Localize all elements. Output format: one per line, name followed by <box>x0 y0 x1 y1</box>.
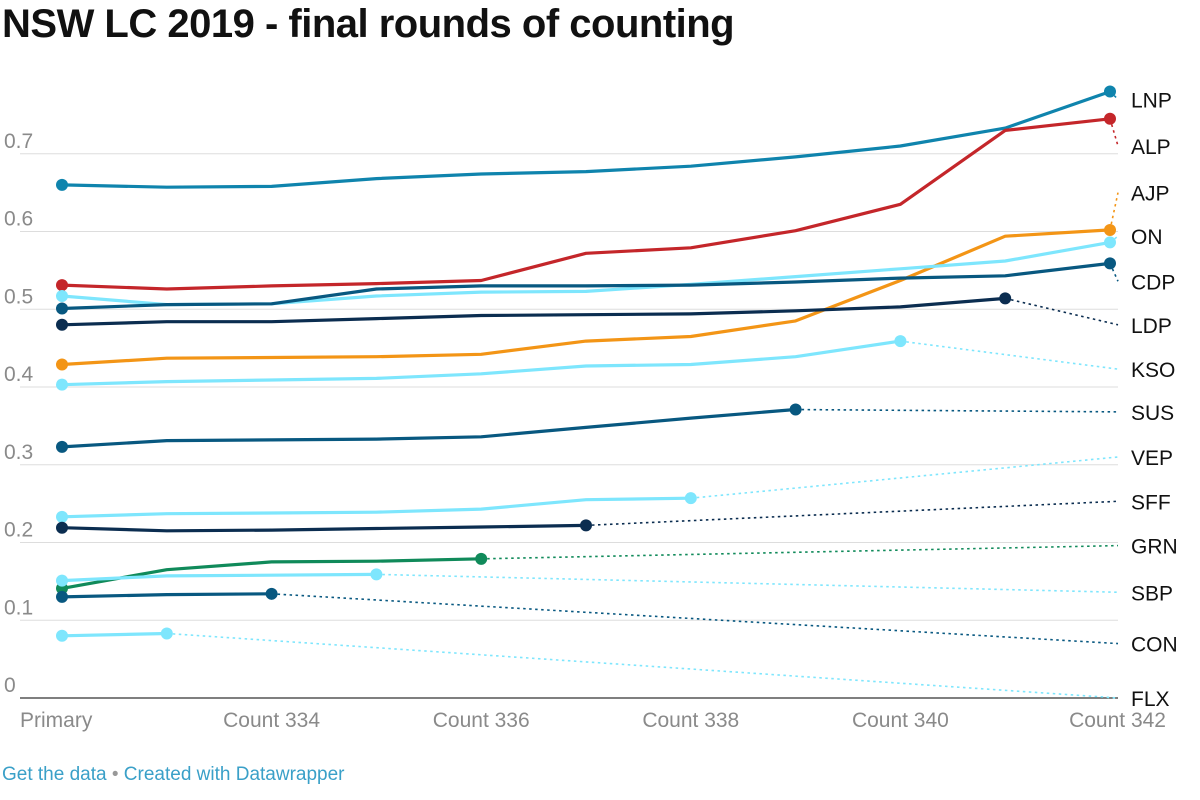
end-marker-sff <box>580 519 592 532</box>
leader-line-grn <box>481 544 1119 560</box>
start-marker-sbp <box>56 574 68 587</box>
end-marker-ajp <box>1104 223 1116 236</box>
leader-line-sff <box>585 500 1119 527</box>
series-label-kso: KSO <box>1131 359 1175 382</box>
start-marker-alp <box>56 279 68 292</box>
x-tick-label: Count 340 <box>852 709 949 732</box>
chart-title: NSW LC 2019 - final rounds of counting <box>2 2 735 46</box>
series-label-alp: ALP <box>1131 136 1171 159</box>
series-line-cdp <box>60 261 1112 311</box>
series-line-sbp <box>60 572 378 583</box>
end-marker-on <box>1104 236 1116 249</box>
start-marker-ldp <box>56 318 68 331</box>
chart-footer: Get the data • Created with Datawrapper <box>2 764 345 786</box>
series-line-ajp <box>60 228 1112 367</box>
series-end-markers <box>56 85 1116 642</box>
series-label-sff: SFF <box>1131 491 1171 514</box>
y-tick-label: 0 <box>4 674 16 697</box>
series-label-vep: VEP <box>1131 447 1173 470</box>
end-marker-kso <box>894 335 907 348</box>
series-label-on: ON <box>1131 226 1163 249</box>
series-line-kso <box>60 339 903 387</box>
end-marker-sus <box>789 403 802 416</box>
start-marker-con <box>56 590 68 603</box>
series-lines <box>60 89 1112 638</box>
leader-line-sus <box>795 408 1119 413</box>
y-tick-label: 0.7 <box>4 130 33 153</box>
x-tick-label: Primary <box>20 709 93 732</box>
end-marker-vep <box>684 492 697 505</box>
series-line-alp <box>60 117 1112 291</box>
start-marker-kso <box>56 378 68 391</box>
leader-line-con <box>271 593 1119 645</box>
y-tick-label: 0.1 <box>4 596 33 619</box>
series-line-sus <box>60 407 798 449</box>
series-line-flx <box>60 631 169 638</box>
start-marker-lnp <box>56 178 68 191</box>
end-marker-lnp <box>1104 85 1116 98</box>
series-line-con <box>60 592 274 599</box>
series-label-con: CON <box>1131 634 1178 657</box>
footer-separator: • <box>111 764 119 785</box>
leader-line-flx <box>166 632 1119 699</box>
y-axis-tick-labels: 0 0.1 0.2 0.3 0.4 0.5 0.6 0.7 <box>4 130 34 697</box>
series-line-vep <box>60 496 693 519</box>
leader-line-sbp <box>376 573 1119 594</box>
end-marker-flx <box>160 627 173 640</box>
end-marker-cdp <box>1104 257 1116 270</box>
start-marker-flx <box>56 629 68 642</box>
series-label-sbp: SBP <box>1131 582 1173 605</box>
end-marker-ldp <box>999 292 1012 305</box>
end-marker-con <box>265 587 278 600</box>
series-label-lnp: LNP <box>1131 89 1172 112</box>
series-line-sff <box>60 523 588 533</box>
series-label-cdp: CDP <box>1131 271 1175 294</box>
leader-line-kso <box>900 340 1119 370</box>
start-marker-vep <box>56 510 68 523</box>
get-the-data-link[interactable]: Get the data <box>2 764 107 785</box>
series-label-ldp: LDP <box>1131 315 1172 338</box>
x-tick-label: Count 334 <box>223 709 320 732</box>
created-with-datawrapper-link[interactable]: Created with Datawrapper <box>123 764 345 785</box>
end-marker-sbp <box>370 568 383 581</box>
y-tick-label: 0.2 <box>4 519 33 542</box>
start-marker-ajp <box>56 358 68 371</box>
leader-line-vep <box>690 456 1119 499</box>
y-tick-label: 0.6 <box>4 208 33 231</box>
leader-line-ajp <box>1109 192 1119 231</box>
x-tick-label: Count 336 <box>433 709 530 732</box>
series-labels: LNP ALP AJP ON CDP LDP KSO SUS VEP SFF GRN SBP CON FL… <box>1131 89 1178 711</box>
y-gridlines <box>20 153 1118 699</box>
y-tick-label: 0.4 <box>4 363 34 386</box>
start-marker-on <box>56 290 68 303</box>
x-tick-label: Count 342 <box>1069 709 1166 732</box>
series-label-flx: FLX <box>1131 688 1170 711</box>
end-marker-alp <box>1104 112 1116 125</box>
leader-line-ldp <box>1005 297 1119 326</box>
end-marker-grn <box>475 552 488 565</box>
leader-line-alp <box>1109 118 1119 147</box>
series-line-lnp <box>60 89 1112 189</box>
series-label-sus: SUS <box>1131 402 1174 425</box>
x-axis-tick-labels: Primary Count 334 Count 336 Count 338 Count … <box>20 709 1166 732</box>
y-tick-label: 0.3 <box>4 441 33 464</box>
start-marker-cdp <box>56 302 68 315</box>
start-marker-sff <box>56 521 68 534</box>
series-label-grn: GRN <box>1131 536 1178 559</box>
series-label-ajp: AJP <box>1131 183 1170 206</box>
y-tick-label: 0.5 <box>4 285 33 308</box>
start-marker-sus <box>56 440 68 453</box>
x-tick-label: Count 338 <box>642 709 739 732</box>
series-line-ldp <box>60 296 1007 327</box>
